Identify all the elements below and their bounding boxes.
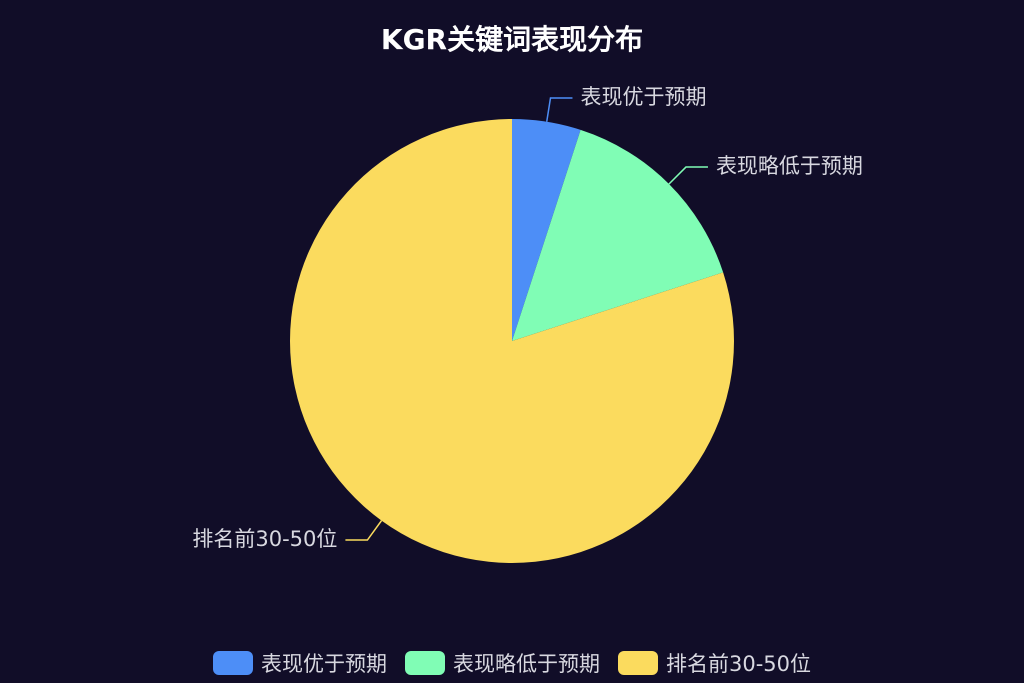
slice-label-1: 表现略低于预期 bbox=[716, 154, 863, 178]
legend-swatch-2 bbox=[617, 651, 658, 675]
slice-label-2: 排名前30-50位 bbox=[192, 527, 337, 551]
legend: 表现优于预期 表现略低于预期 排名前30-50位 bbox=[0, 648, 1024, 678]
legend-swatch-0 bbox=[212, 651, 253, 675]
legend-swatch-1 bbox=[404, 651, 445, 675]
pie-slice-0[interactable] bbox=[512, 119, 581, 341]
pie-slice-1[interactable] bbox=[512, 129, 724, 341]
legend-item-2[interactable]: 排名前30-50位 bbox=[617, 648, 812, 678]
leader-line-1 bbox=[668, 166, 708, 185]
legend-item-1[interactable]: 表现略低于预期 bbox=[404, 648, 600, 678]
leader-line-2 bbox=[345, 520, 383, 541]
leader-line-0 bbox=[545, 97, 573, 122]
pie-slice-2[interactable] bbox=[290, 119, 734, 563]
legend-item-0[interactable]: 表现优于预期 bbox=[212, 648, 387, 678]
chart-title: KGR关键词表现分布 bbox=[380, 23, 644, 56]
legend-label-0: 表现优于预期 bbox=[260, 652, 387, 676]
legend-label-1: 表现略低于预期 bbox=[452, 652, 600, 676]
slice-label-0: 表现优于预期 bbox=[580, 85, 706, 109]
legend-label-2: 排名前30-50位 bbox=[665, 652, 812, 676]
